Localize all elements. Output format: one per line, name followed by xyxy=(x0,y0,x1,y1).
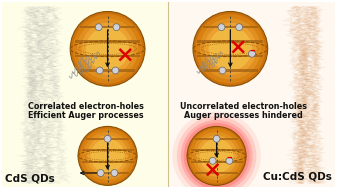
Circle shape xyxy=(209,157,216,164)
Text: Efficient Auger processes: Efficient Auger processes xyxy=(28,111,144,120)
Circle shape xyxy=(189,129,244,183)
Circle shape xyxy=(219,67,226,74)
Text: Uncorrelated electron-holes: Uncorrelated electron-holes xyxy=(180,102,306,111)
Circle shape xyxy=(80,129,135,183)
Bar xyxy=(82,161,134,163)
Circle shape xyxy=(111,170,118,176)
Bar xyxy=(86,172,129,174)
Bar xyxy=(80,69,135,72)
Circle shape xyxy=(70,12,145,86)
Circle shape xyxy=(91,139,125,173)
Text: Correlated electron-holes: Correlated electron-holes xyxy=(28,102,144,111)
Bar xyxy=(75,40,140,43)
Circle shape xyxy=(181,120,253,189)
Circle shape xyxy=(87,135,128,177)
Circle shape xyxy=(173,112,261,189)
Circle shape xyxy=(209,27,252,70)
Circle shape xyxy=(78,126,137,185)
Bar xyxy=(195,172,238,174)
Circle shape xyxy=(86,27,129,70)
Circle shape xyxy=(83,132,132,180)
Circle shape xyxy=(226,157,233,164)
Bar xyxy=(195,138,238,140)
Circle shape xyxy=(200,18,261,79)
Text: –: – xyxy=(226,153,232,163)
Bar xyxy=(191,161,243,163)
Circle shape xyxy=(193,12,268,86)
Circle shape xyxy=(77,18,138,79)
Circle shape xyxy=(81,23,134,75)
Circle shape xyxy=(218,24,225,31)
Bar xyxy=(197,40,263,43)
Circle shape xyxy=(177,116,256,189)
Circle shape xyxy=(96,67,103,74)
Circle shape xyxy=(248,50,255,57)
Bar xyxy=(203,69,258,72)
Circle shape xyxy=(204,23,257,75)
Circle shape xyxy=(104,135,111,142)
Bar xyxy=(2,2,168,187)
Circle shape xyxy=(193,132,241,180)
Bar xyxy=(203,26,258,28)
Circle shape xyxy=(95,24,102,31)
Circle shape xyxy=(199,139,234,173)
Circle shape xyxy=(196,14,265,84)
Bar xyxy=(75,55,140,57)
Bar xyxy=(168,2,335,187)
Text: Cu:CdS QDs: Cu:CdS QDs xyxy=(263,171,332,181)
Circle shape xyxy=(97,170,104,176)
Text: CdS QDs: CdS QDs xyxy=(5,174,55,184)
Circle shape xyxy=(112,67,119,74)
Text: Auger processes hindered: Auger processes hindered xyxy=(184,111,302,120)
Text: –: – xyxy=(249,46,255,56)
Bar xyxy=(80,26,135,28)
Bar xyxy=(82,149,134,151)
Circle shape xyxy=(196,135,237,177)
Bar xyxy=(191,149,243,151)
Bar xyxy=(86,138,129,140)
Circle shape xyxy=(236,24,243,31)
Circle shape xyxy=(213,135,220,142)
Circle shape xyxy=(73,14,142,84)
Bar xyxy=(197,55,263,57)
Circle shape xyxy=(184,123,250,189)
Circle shape xyxy=(187,126,246,185)
Circle shape xyxy=(113,24,120,31)
